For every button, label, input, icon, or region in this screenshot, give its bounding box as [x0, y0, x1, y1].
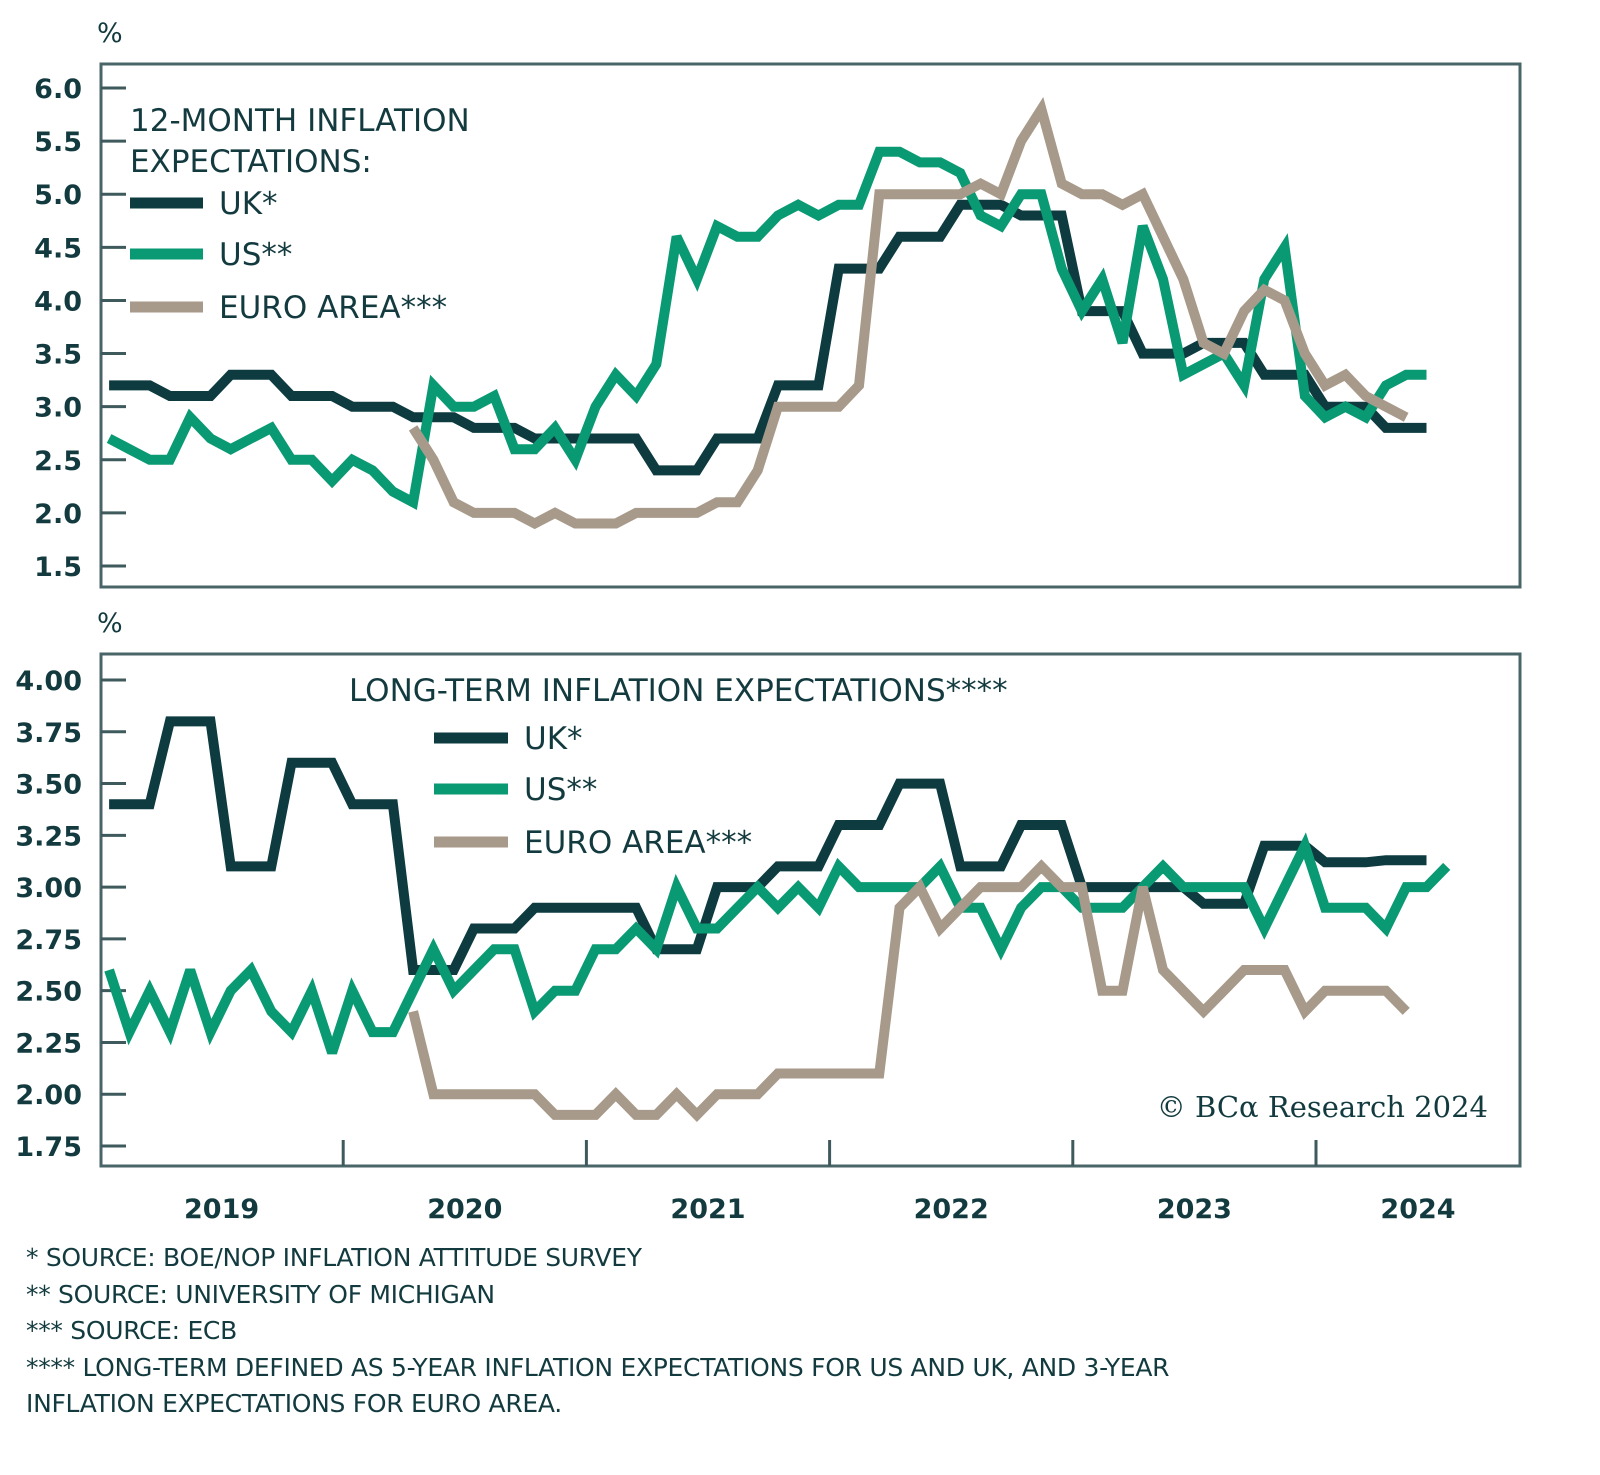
- x-tick-label-year: 2024: [1380, 1194, 1455, 1225]
- x-tick-label-year: 2022: [914, 1194, 989, 1225]
- top-legend-label-uk: UK*: [219, 186, 278, 222]
- footnote-long-term-definition-cont: INFLATION EXPECTATIONS FOR EURO AREA.: [26, 1389, 562, 1418]
- x-tick-label-year: 2023: [1157, 1194, 1232, 1225]
- top-legend: 12-MONTH INFLATION EXPECTATIONS: UK* US*…: [130, 103, 470, 326]
- bottom-series-line-euro-area: [408, 859, 1410, 1123]
- top-y-tick-label: 4.5: [34, 233, 82, 264]
- footnote-long-term-definition: **** LONG-TERM DEFINED AS 5-YEAR INFLATI…: [26, 1352, 1170, 1382]
- copyright-credit: © BCα Research 2024: [1157, 1090, 1488, 1124]
- bottom-series-line-uk: [109, 716, 1427, 975]
- top-series-lines: [106, 96, 1427, 530]
- bottom-x-axis: 2019 2020 2021 2022 2023 2024: [184, 1140, 1456, 1225]
- top-series-line-us: [106, 146, 1427, 510]
- bottom-panel: % 4.00 3.75 3.50 3.25 3.00 2.75 2.50 2.25 2.00 1.…: [15, 608, 1522, 1225]
- top-y-tick-label: 5.5: [34, 127, 82, 158]
- x-tick-label-year: 2019: [184, 1194, 259, 1225]
- bottom-series-lines: [104, 716, 1451, 1123]
- top-legend-label-euro-area: EURO AREA***: [219, 290, 447, 326]
- top-plot-frame: [99, 62, 1522, 589]
- footnote-uk-source: * SOURCE: BOE/NOP INFLATION ATTITUDE SUR…: [26, 1243, 642, 1272]
- top-y-tick-label: 4.0: [34, 286, 82, 317]
- top-y-tick-label: 3.5: [34, 340, 82, 371]
- bottom-y-axis: 4.00 3.75 3.50 3.25 3.00 2.75 2.50 2.25 2.00 1.75: [15, 666, 126, 1163]
- bottom-y-tick-label: 2.75: [15, 925, 82, 956]
- footnote-us-source: ** SOURCE: UNIVERSITY OF MICHIGAN: [26, 1279, 495, 1309]
- x-tick-label-year: 2021: [670, 1194, 745, 1225]
- bottom-y-tick-label: 3.00: [15, 873, 82, 904]
- x-tick-label-year: 2020: [427, 1194, 502, 1225]
- bottom-series-line-us: [104, 832, 1451, 1055]
- bottom-y-tick-label: 4.00: [15, 666, 82, 697]
- bottom-y-tick-label: 2.50: [15, 977, 82, 1008]
- top-series-line-euro-area: [408, 96, 1409, 530]
- top-y-tick-label: 5.0: [34, 180, 82, 211]
- bottom-y-tick-label: 2.25: [15, 1028, 82, 1059]
- top-y-tick-label: 3.0: [34, 393, 82, 424]
- top-y-tick-label: 1.5: [34, 552, 82, 583]
- bottom-y-tick-label: 2.00: [15, 1080, 82, 1111]
- bottom-legend-label-us: US**: [524, 772, 597, 808]
- bottom-unit-label: %: [97, 608, 123, 639]
- bottom-y-tick-label: 1.75: [15, 1132, 82, 1163]
- bottom-y-tick-label: 3.50: [15, 770, 82, 801]
- top-y-tick-label: 6.0: [34, 74, 82, 105]
- footnote-euro-source: *** SOURCE: ECB: [26, 1316, 237, 1345]
- inflation-expectations-chart: % 6.0 5.5 5.0 4.5 4.0 3.5 3.0 2.5 2.0 1.5 12-MONT…: [15, 18, 1522, 1225]
- top-legend-label-us: US**: [219, 237, 292, 273]
- bottom-y-tick-label: 3.75: [15, 718, 82, 749]
- bottom-legend: LONG-TERM INFLATION EXPECTATIONS**** UK*…: [349, 673, 1008, 861]
- top-legend-title-line1: 12-MONTH INFLATION: [130, 103, 470, 139]
- top-unit-label: %: [97, 18, 123, 49]
- bottom-legend-title: LONG-TERM INFLATION EXPECTATIONS****: [349, 673, 1008, 709]
- top-y-tick-label: 2.5: [34, 446, 82, 477]
- footnotes: * SOURCE: BOE/NOP INFLATION ATTITUDE SUR…: [26, 1240, 1526, 1423]
- top-y-tick-label: 2.0: [34, 499, 82, 530]
- top-legend-title-line2: EXPECTATIONS:: [130, 144, 372, 180]
- top-panel: % 6.0 5.5 5.0 4.5 4.0 3.5 3.0 2.5 2.0 1.5 12-MONT…: [34, 18, 1522, 589]
- bottom-y-tick-label: 3.25: [15, 821, 82, 852]
- bottom-legend-label-euro-area: EURO AREA***: [524, 825, 752, 861]
- bottom-legend-label-uk: UK*: [524, 721, 583, 757]
- top-y-axis: 6.0 5.5 5.0 4.5 4.0 3.5 3.0 2.5 2.0 1.5: [34, 74, 126, 583]
- bottom-plot-frame: [99, 652, 1522, 1168]
